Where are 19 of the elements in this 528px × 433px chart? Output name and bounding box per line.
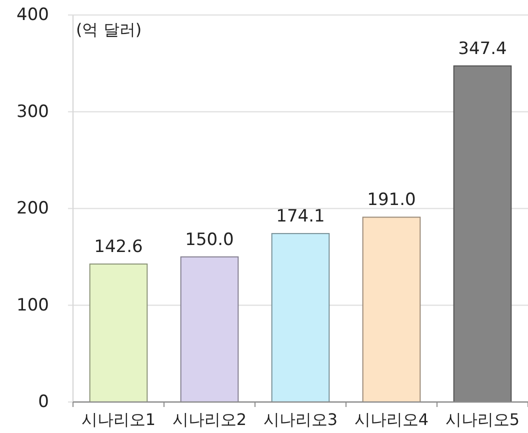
x-tick-label: 시나리오2 <box>172 410 247 429</box>
data-label: 191.0 <box>367 190 416 210</box>
data-label: 142.6 <box>94 237 143 258</box>
bar <box>271 233 330 402</box>
bar <box>89 264 148 402</box>
y-tick-label: 300 <box>16 102 49 122</box>
y-tick-label: 100 <box>16 295 49 316</box>
x-tick-label: 시나리오5 <box>445 410 520 429</box>
x-tick-label: 시나리오3 <box>263 410 338 429</box>
data-label: 150.0 <box>185 230 234 250</box>
y-tick-label: 0 <box>38 392 49 412</box>
y-tick-label: 400 <box>16 5 49 25</box>
bar <box>362 216 421 402</box>
data-label: 174.1 <box>276 206 325 227</box>
data-label: 347.4 <box>458 38 507 59</box>
y-axis-title: (억 달러) <box>76 20 142 39</box>
y-tick-label: 200 <box>16 198 49 218</box>
x-tick-label: 시나리오4 <box>354 410 429 429</box>
x-tick-label: 시나리오1 <box>81 410 156 429</box>
